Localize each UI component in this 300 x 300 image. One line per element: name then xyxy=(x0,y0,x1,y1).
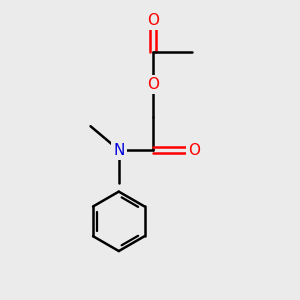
Text: O: O xyxy=(189,142,201,158)
Text: O: O xyxy=(147,13,159,28)
Text: O: O xyxy=(147,77,159,92)
Text: N: N xyxy=(113,142,124,158)
